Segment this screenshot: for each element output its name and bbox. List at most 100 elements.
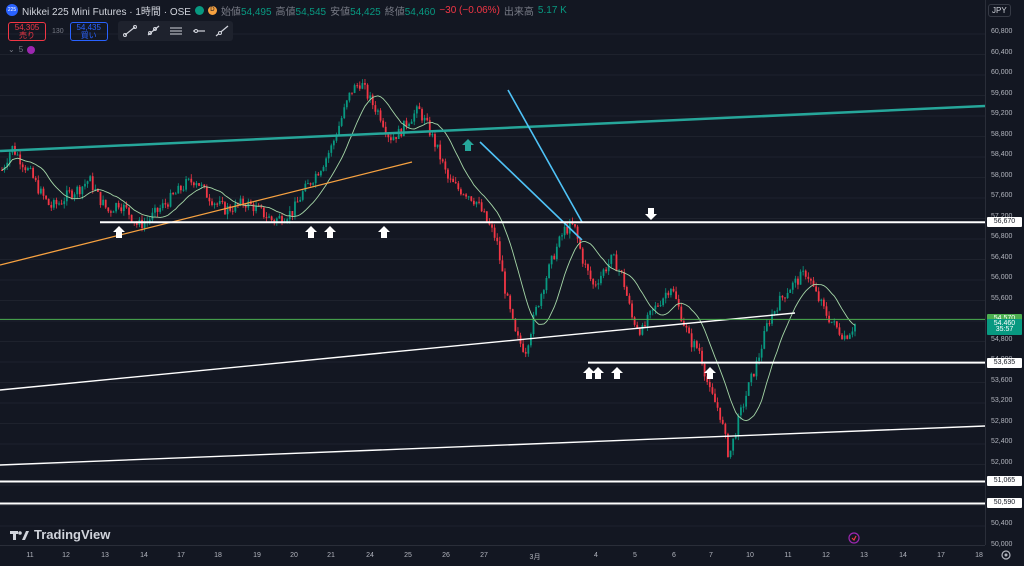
candle-body xyxy=(159,208,162,212)
date-tick-label: 21 xyxy=(327,552,335,559)
candle-body xyxy=(542,290,545,295)
candle-body xyxy=(791,282,794,290)
up-arrow-icon xyxy=(462,139,474,151)
candle-body xyxy=(657,305,659,307)
volume-label: 出来高 xyxy=(503,6,534,18)
drawing-toolbar xyxy=(118,21,233,41)
price-level-label: 50,590 xyxy=(987,498,1022,509)
go-to-date-icon[interactable] xyxy=(848,532,860,544)
candle-body xyxy=(32,167,35,178)
date-tick-label: 25 xyxy=(404,552,412,559)
candle-body xyxy=(760,348,763,358)
candle-body xyxy=(19,154,22,165)
candle-body xyxy=(794,278,797,283)
candle-body xyxy=(314,173,317,184)
symbol-title[interactable]: Nikkei 225 Mini Futures · 1時間 · OSE xyxy=(22,6,191,18)
candle-body xyxy=(395,137,397,139)
candle-body xyxy=(169,192,172,207)
tradingview-logo: TradingView xyxy=(10,527,110,542)
candle-body xyxy=(703,363,706,377)
candle-body xyxy=(662,298,665,306)
candle-body xyxy=(68,190,71,192)
trend-line-icon[interactable] xyxy=(120,24,140,38)
indicator-visibility-icon[interactable] xyxy=(27,45,36,54)
extended-line-icon[interactable] xyxy=(212,24,232,38)
candle-body xyxy=(584,263,587,265)
candle-body xyxy=(610,254,613,264)
candle-body xyxy=(675,291,678,299)
candle-body xyxy=(714,393,716,403)
buy-button[interactable]: 54,435 買い xyxy=(69,22,108,41)
candle-body xyxy=(758,357,760,361)
candle-body xyxy=(835,321,838,328)
candle-body xyxy=(439,144,442,160)
candle-body xyxy=(654,305,657,310)
candle-body xyxy=(351,92,353,94)
candle-body xyxy=(540,294,543,306)
collapse-icon[interactable]: ⌄ xyxy=(8,45,15,54)
candle-body xyxy=(677,298,680,307)
candle-body xyxy=(86,181,89,184)
candle-body xyxy=(576,226,579,239)
horizontal-ray-icon[interactable] xyxy=(189,24,209,38)
price-chart[interactable] xyxy=(0,0,985,545)
spread-value: 130 xyxy=(52,28,64,35)
ray-icon[interactable] xyxy=(143,24,163,38)
candle-body xyxy=(392,137,395,141)
candle-body xyxy=(190,178,193,183)
time-axis[interactable]: 11 12 13 14 17 18 19 20 21 24 25 26 27 3月 4 5 6 7 10 11 12 13… xyxy=(0,545,985,566)
data-status-badge: D xyxy=(207,5,217,15)
candle-body xyxy=(174,193,177,195)
candle-body xyxy=(325,158,327,167)
candle-body xyxy=(301,191,304,200)
candle-body xyxy=(55,199,58,205)
candle-body xyxy=(195,183,198,186)
candle-body xyxy=(789,289,792,293)
price-tick-label: 57,600 xyxy=(991,192,1013,199)
candle-body xyxy=(182,189,185,191)
candle-body xyxy=(65,190,68,202)
date-tick-label: 27 xyxy=(480,552,488,559)
candle-body xyxy=(612,254,615,256)
date-tick-label: 12 xyxy=(62,552,70,559)
candle-body xyxy=(812,280,815,287)
candle-body xyxy=(592,279,595,285)
ohlc-close: 終値54,460 xyxy=(384,6,436,18)
sell-button[interactable]: 54,305 売り xyxy=(8,22,46,41)
parallel-channel-icon[interactable] xyxy=(166,24,186,38)
sell-label: 売り xyxy=(19,31,35,40)
candle-body xyxy=(641,325,644,335)
candle-body xyxy=(187,178,190,180)
candle-body xyxy=(716,402,719,408)
price-tick-label: 55,600 xyxy=(991,294,1013,302)
candle-body xyxy=(382,120,385,127)
candle-body xyxy=(423,117,426,121)
candle-body xyxy=(454,182,457,184)
candle-body xyxy=(112,211,115,213)
candle-body xyxy=(530,334,532,346)
candle-body xyxy=(377,110,379,112)
price-tick-label: 50,000 xyxy=(991,540,1013,548)
candle-body xyxy=(799,271,802,285)
price-tick-label: 60,000 xyxy=(991,69,1013,76)
gear-icon[interactable] xyxy=(1000,549,1012,561)
currency-selector[interactable]: JPY xyxy=(988,4,1011,17)
candle-body xyxy=(695,341,698,348)
candle-body xyxy=(229,205,232,211)
long-trend-line-mid xyxy=(0,312,796,391)
candle-body xyxy=(78,186,81,195)
candle-body xyxy=(830,321,833,323)
price-tick-label: 60,800 xyxy=(991,28,1013,35)
candle-body xyxy=(638,328,641,335)
candle-body xyxy=(364,83,366,85)
blue-trend-line-upper xyxy=(507,89,583,223)
candle-body xyxy=(631,303,633,318)
candle-body xyxy=(97,188,99,192)
price-tick-label: 58,400 xyxy=(991,151,1013,158)
candle-body xyxy=(527,345,530,354)
candle-body xyxy=(327,152,330,159)
candle-body xyxy=(511,309,514,319)
date-tick-label: 14 xyxy=(140,552,148,559)
price-axis[interactable]: 60,800 60,400 60,000 59,600 59,200 58,800 58,4… xyxy=(985,0,1024,548)
price-level-label: 53,635 xyxy=(987,357,1022,368)
